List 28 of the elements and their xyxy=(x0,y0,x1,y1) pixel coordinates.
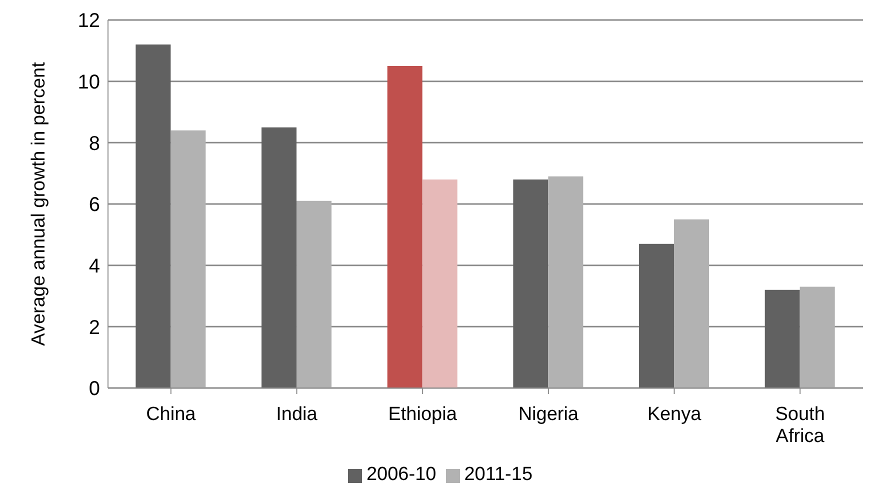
bar xyxy=(548,176,584,388)
bar xyxy=(800,286,835,388)
x-tick-label: Kenya xyxy=(647,404,702,425)
bar xyxy=(422,179,458,388)
x-tick-label: India xyxy=(276,404,318,425)
x-tick-label: China xyxy=(146,404,196,425)
legend-label: 2006-10 xyxy=(366,464,436,485)
legend-label: 2011-15 xyxy=(464,464,533,485)
x-tick-label: South Africa xyxy=(775,404,825,447)
y-tick-label: 0 xyxy=(88,378,100,400)
y-tick-label: 6 xyxy=(88,194,100,216)
bar xyxy=(513,179,548,388)
bar xyxy=(262,127,297,388)
y-axis-title: Average annual growth in percent xyxy=(28,61,50,346)
y-tick-label: 4 xyxy=(88,255,100,278)
bar xyxy=(639,244,674,388)
y-tick-label: 12 xyxy=(78,10,100,32)
x-tick-label: Nigeria xyxy=(518,404,579,425)
bar xyxy=(170,130,206,388)
y-tick-label: 10 xyxy=(78,71,100,94)
bar xyxy=(764,290,800,388)
bar xyxy=(296,200,332,388)
y-tick-label: 2 xyxy=(88,316,100,339)
x-tick-label: Ethiopia xyxy=(388,404,458,425)
bar xyxy=(136,44,171,388)
y-tick-label: 8 xyxy=(88,132,100,155)
bar xyxy=(674,219,710,388)
bar xyxy=(387,66,422,388)
